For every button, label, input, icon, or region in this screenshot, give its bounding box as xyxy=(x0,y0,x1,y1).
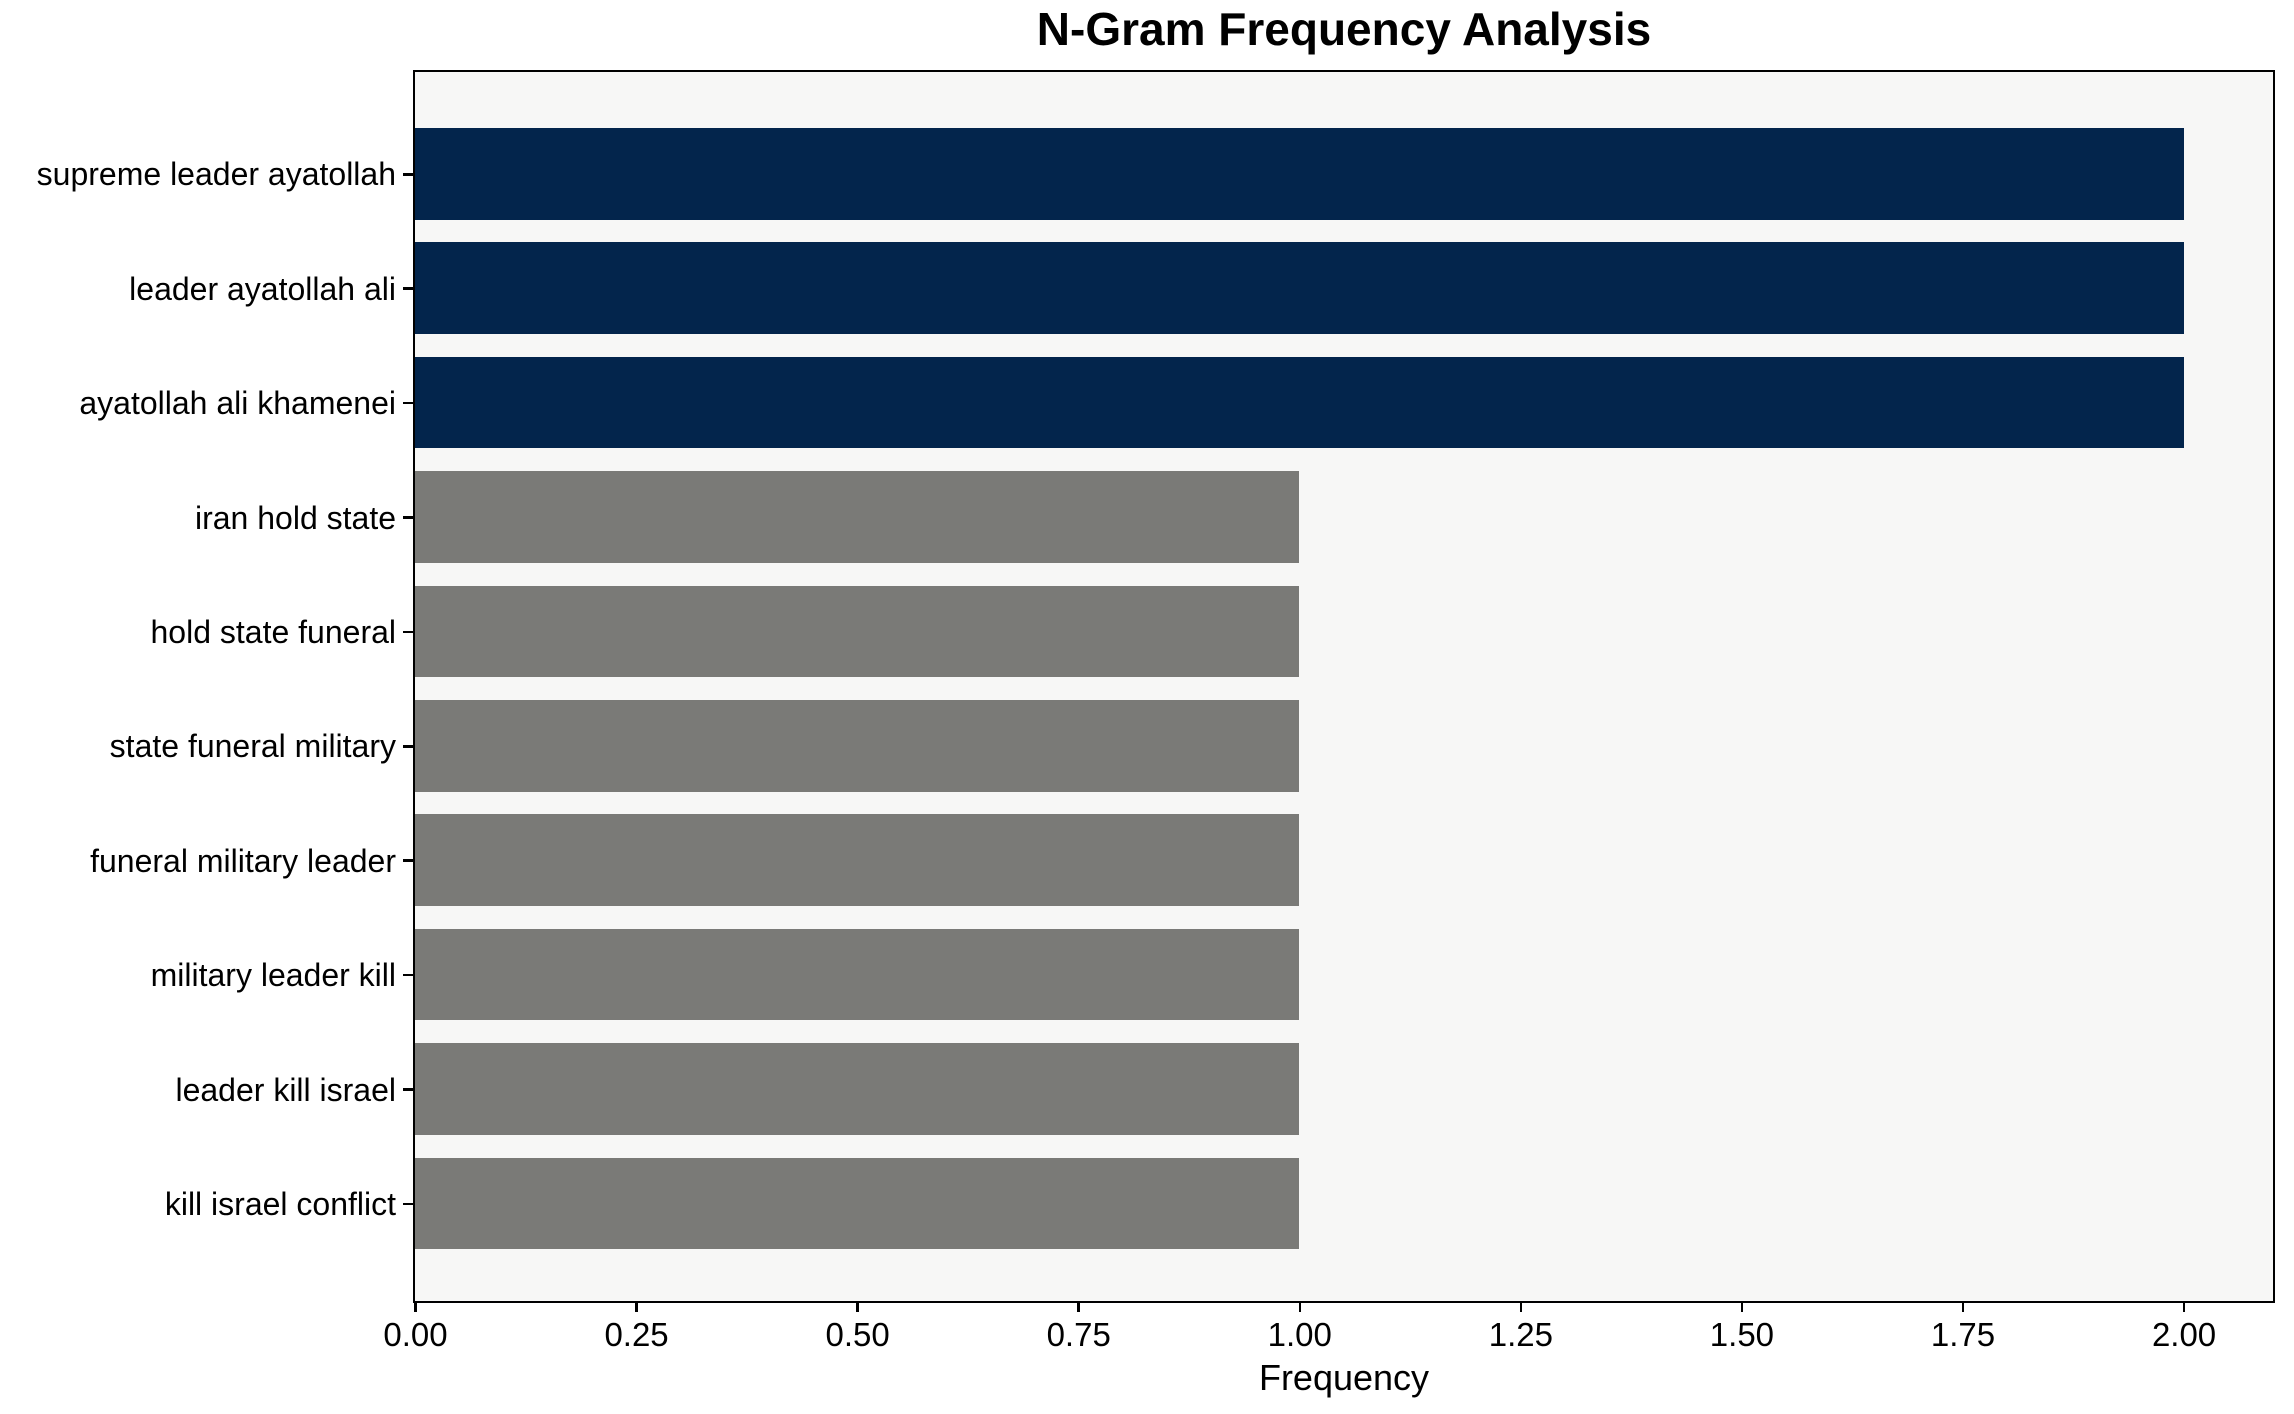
x-tick-mark xyxy=(414,1303,417,1312)
y-tick-label: hold state funeral xyxy=(150,613,397,650)
y-tick-mark xyxy=(403,516,413,519)
y-tick-mark xyxy=(403,173,413,176)
bar xyxy=(415,242,2184,334)
y-tick-mark xyxy=(403,401,413,405)
y-tick-label: funeral military leader xyxy=(90,842,396,879)
x-tick-label: 1.75 xyxy=(1930,1316,1996,1353)
chart-title: N-Gram Frequency Analysis xyxy=(1036,3,1652,55)
bar xyxy=(415,928,1300,1021)
x-tick-label: 0.75 xyxy=(1046,1316,1111,1353)
bar xyxy=(415,128,2184,220)
x-tick-mark xyxy=(2182,1303,2186,1312)
plot-area xyxy=(413,70,2275,1303)
x-tick-mark xyxy=(635,1303,638,1312)
x-tick-label: 2.00 xyxy=(2151,1316,2217,1353)
bar xyxy=(415,585,1300,678)
x-axis-label: Frequency xyxy=(1258,1357,1430,1398)
y-tick-mark xyxy=(403,973,413,977)
y-tick-label: ayatollah ali khamenei xyxy=(79,385,396,422)
y-tick-mark xyxy=(403,859,413,862)
x-tick-mark xyxy=(856,1303,859,1312)
bar xyxy=(415,1157,1300,1250)
y-tick-label: state funeral military xyxy=(109,728,396,765)
y-tick-mark xyxy=(403,287,413,290)
x-tick-label: 0.25 xyxy=(604,1316,669,1353)
bar xyxy=(415,1043,1300,1135)
bar xyxy=(415,471,1300,563)
x-tick-label: 1.50 xyxy=(1709,1316,1775,1353)
y-tick-label: leader kill israel xyxy=(175,1071,396,1108)
x-tick-label: 1.25 xyxy=(1488,1316,1553,1353)
x-tick-mark xyxy=(1519,1303,1523,1312)
y-tick-mark xyxy=(403,1088,413,1091)
y-tick-label: military leader kill xyxy=(150,957,396,994)
x-tick-label: 0.50 xyxy=(825,1316,890,1353)
x-tick-mark xyxy=(1961,1303,1965,1312)
bar xyxy=(415,700,1300,792)
x-tick-mark xyxy=(1298,1303,1302,1312)
y-tick-label: iran hold state xyxy=(194,499,396,536)
x-tick-mark xyxy=(1077,1303,1080,1312)
x-tick-label: 1.00 xyxy=(1267,1316,1332,1353)
bar xyxy=(415,356,2184,449)
y-tick-mark xyxy=(403,745,413,748)
y-tick-label: supreme leader ayatollah xyxy=(36,156,396,193)
x-tick-mark xyxy=(1740,1303,1744,1312)
bar xyxy=(415,814,1300,906)
y-tick-mark xyxy=(403,1202,413,1206)
x-tick-label: 0.00 xyxy=(383,1316,448,1353)
y-tick-mark xyxy=(403,630,413,634)
y-tick-label: leader ayatollah ali xyxy=(129,270,396,307)
y-tick-label: kill israel conflict xyxy=(164,1185,396,1222)
